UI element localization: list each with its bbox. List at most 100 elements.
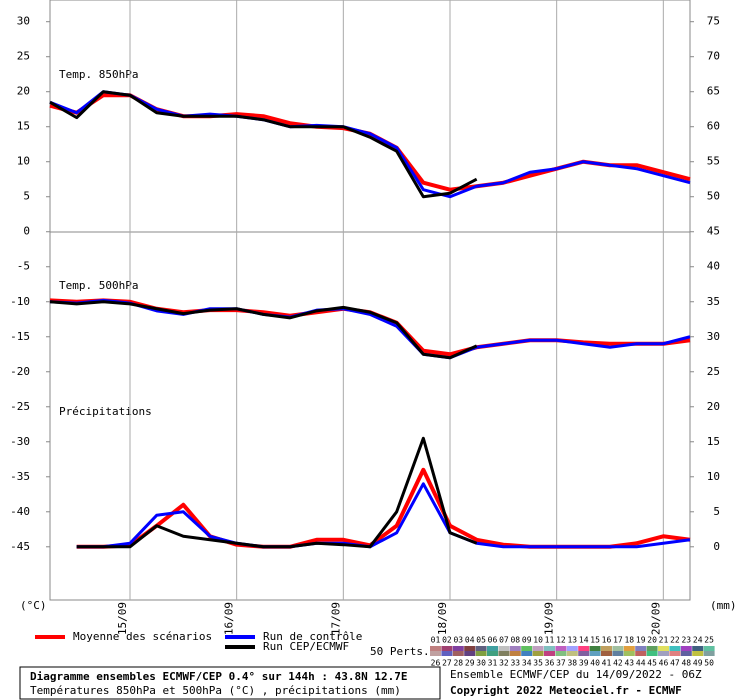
y2-tick-label: 60 bbox=[707, 120, 720, 133]
y2-tick-label: 70 bbox=[707, 50, 720, 63]
perturbation-swatch bbox=[692, 651, 704, 656]
perturbation-swatch bbox=[532, 646, 544, 651]
perturbation-swatch bbox=[441, 651, 453, 656]
perturbation-swatch bbox=[703, 646, 715, 651]
perturbation-name: 12 bbox=[556, 636, 566, 645]
perturbation-name: 17 bbox=[613, 636, 623, 645]
perturbation-name: 38 bbox=[567, 659, 577, 668]
perturbation-swatch bbox=[475, 651, 487, 656]
footer-subtitle: Températures 850hPa et 500hPa (°C) , pré… bbox=[30, 684, 401, 697]
y-tick-label: 5 bbox=[23, 190, 30, 203]
y-tick-label: -25 bbox=[10, 400, 30, 413]
y2-tick-label: 40 bbox=[707, 260, 720, 273]
perturbation-swatch bbox=[555, 646, 567, 651]
perturbation-name: 14 bbox=[579, 636, 589, 645]
perturbation-swatch bbox=[635, 646, 647, 651]
perturbation-swatch bbox=[703, 651, 715, 656]
perturbation-swatch bbox=[430, 651, 441, 656]
legend-label: Run CEP/ECMWF bbox=[263, 640, 349, 653]
x-tick-label: 19/09 bbox=[543, 602, 556, 635]
y2-tick-label: 55 bbox=[707, 155, 720, 168]
perturbation-name: 10 bbox=[533, 636, 543, 645]
perturbation-name: 27 bbox=[442, 659, 452, 668]
perturbation-swatch bbox=[623, 651, 635, 656]
y-tick-label: -45 bbox=[10, 540, 30, 553]
series-line bbox=[49, 90, 691, 199]
perturbation-name: 46 bbox=[659, 659, 669, 668]
legend-label: Moyenne des scénarios bbox=[73, 630, 212, 643]
y2-tick-label: 65 bbox=[707, 85, 720, 98]
y2-tick-label: 45 bbox=[707, 225, 720, 238]
perturbation-swatch bbox=[680, 651, 692, 656]
y2-tick-label: 10 bbox=[707, 470, 720, 483]
y2-unit: (mm) bbox=[710, 599, 737, 612]
perturbation-name: 03 bbox=[453, 636, 463, 645]
perturbation-swatch bbox=[680, 646, 692, 651]
series-line bbox=[49, 298, 691, 360]
y-tick-label: -35 bbox=[10, 470, 30, 483]
perturbation-name: 34 bbox=[522, 659, 532, 668]
x-tick-label: 15/09 bbox=[116, 602, 129, 635]
perturbation-name: 26 bbox=[431, 659, 441, 668]
perturbation-swatch bbox=[612, 651, 624, 656]
perturbation-swatch bbox=[532, 651, 544, 656]
perturbation-swatch bbox=[589, 651, 601, 656]
series-line bbox=[76, 436, 478, 549]
perturbation-name: 44 bbox=[636, 659, 646, 668]
perturbation-swatch bbox=[498, 646, 510, 651]
perturbation-name: 23 bbox=[681, 636, 691, 645]
perturbation-name: 19 bbox=[636, 636, 646, 645]
perturbation-swatch bbox=[635, 651, 647, 656]
perturbation-swatch bbox=[521, 651, 533, 656]
y-tick-label: -40 bbox=[10, 505, 30, 518]
perturbation-swatch bbox=[578, 646, 590, 651]
perturbation-swatch bbox=[430, 646, 441, 651]
perturbation-swatch bbox=[475, 646, 487, 651]
x-tick-label: 20/09 bbox=[649, 602, 662, 635]
series-line bbox=[49, 300, 478, 360]
perturbation-swatch bbox=[646, 646, 658, 651]
perturbation-name: 05 bbox=[476, 636, 486, 645]
perturbation-swatch bbox=[487, 651, 498, 656]
perturbation-name: 36 bbox=[545, 659, 555, 668]
perturbation-name: 21 bbox=[659, 636, 669, 645]
y-tick-label: 15 bbox=[17, 120, 30, 133]
perturbation-name: 08 bbox=[510, 636, 520, 645]
perturbation-swatch bbox=[589, 646, 601, 651]
y2-tick-label: 35 bbox=[707, 295, 720, 308]
perturbation-swatch bbox=[601, 651, 612, 656]
perturbation-swatch bbox=[658, 651, 669, 656]
footer-title: Diagramme ensembles ECMWF/CEP 0.4° sur 1… bbox=[30, 670, 408, 683]
perturbation-name: 06 bbox=[488, 636, 498, 645]
perturbation-swatch bbox=[521, 646, 533, 651]
y-tick-label: 25 bbox=[17, 50, 30, 63]
y2-tick-label: 20 bbox=[707, 400, 720, 413]
perturbation-swatch bbox=[658, 646, 669, 651]
perturbation-name: 13 bbox=[567, 636, 577, 645]
perturbation-swatch bbox=[452, 651, 464, 656]
perturbation-name: 24 bbox=[693, 636, 703, 645]
perturbation-swatch bbox=[669, 651, 681, 656]
perturbation-swatch bbox=[509, 646, 521, 651]
perturbation-name: 30 bbox=[476, 659, 486, 668]
perturbation-name: 50 bbox=[704, 659, 714, 668]
perturbation-name: 41 bbox=[602, 659, 612, 668]
series-line bbox=[49, 90, 478, 199]
perturbation-swatch bbox=[509, 651, 521, 656]
perturbation-name: 31 bbox=[488, 659, 498, 668]
perturbation-swatch bbox=[544, 651, 555, 656]
series-line bbox=[76, 482, 691, 549]
perturbation-name: 22 bbox=[670, 636, 680, 645]
perturbation-name: 01 bbox=[431, 636, 441, 645]
footer-copyright: Copyright 2022 Meteociel.fr - ECMWF bbox=[450, 684, 682, 697]
perturbation-name: 45 bbox=[647, 659, 657, 668]
perturbation-swatch bbox=[544, 646, 555, 651]
perturbation-swatch bbox=[566, 646, 578, 651]
x-tick-label: 17/09 bbox=[329, 602, 342, 635]
y-unit: (°C) bbox=[20, 599, 47, 612]
y2-tick-label: 25 bbox=[707, 365, 720, 378]
footer-run: Ensemble ECMWF/CEP du 14/09/2022 - 06Z bbox=[450, 668, 702, 681]
perturbation-name: 07 bbox=[499, 636, 509, 645]
perturbation-swatch bbox=[566, 651, 578, 656]
